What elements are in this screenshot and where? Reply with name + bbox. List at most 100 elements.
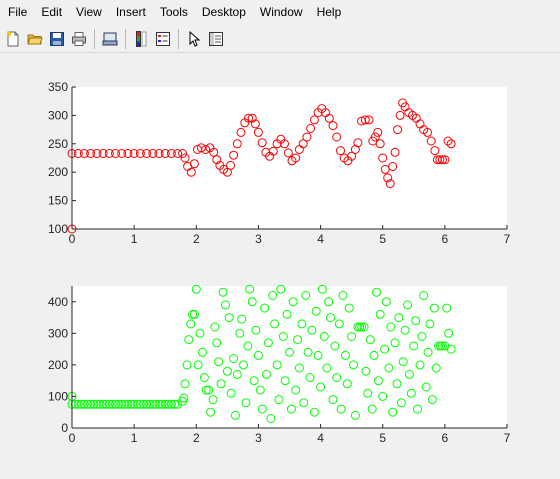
bottom-data-point xyxy=(326,313,335,323)
menu-help[interactable]: Help xyxy=(316,5,342,19)
bottom-data-point xyxy=(299,398,309,408)
bottom-data-point xyxy=(381,297,391,307)
bottom-data-point xyxy=(186,319,196,329)
print-icon[interactable] xyxy=(68,28,90,50)
bottom-data-point xyxy=(423,347,433,357)
bottom-data-point xyxy=(257,404,267,414)
top-data-point xyxy=(154,149,164,158)
menu-desktop[interactable]: Desktop xyxy=(201,5,246,19)
bottom-data-point xyxy=(291,385,301,395)
top-data-point xyxy=(353,138,363,148)
bottom-data-point xyxy=(425,319,435,329)
pointer-icon[interactable] xyxy=(183,28,205,50)
bottom-data-point xyxy=(179,393,189,403)
property-inspector-icon[interactable] xyxy=(205,28,227,50)
bottom-data-point xyxy=(221,300,230,310)
bottom-data-point xyxy=(282,309,292,319)
bottom-data-point xyxy=(239,360,248,370)
top-data-point xyxy=(98,149,108,158)
menu-insert[interactable]: Insert xyxy=(115,5,146,19)
bottom-data-point xyxy=(189,309,199,319)
top-data-point xyxy=(446,139,456,149)
bottom-data-point xyxy=(132,399,142,409)
bottom-x-tick-label: 2 xyxy=(193,431,200,445)
bottom-data-point xyxy=(384,363,394,373)
bottom-data-point xyxy=(123,399,133,409)
bottom-data-point xyxy=(111,399,120,409)
bottom-data-point xyxy=(272,360,282,370)
print-preview-icon[interactable] xyxy=(99,28,121,50)
top-data-point xyxy=(229,150,239,160)
bottom-data-point xyxy=(86,399,96,409)
bottom-data-point xyxy=(305,373,315,382)
bottom-data-point xyxy=(166,399,176,409)
top-data-point xyxy=(435,155,445,165)
bottom-data-point xyxy=(396,398,406,408)
bottom-data-point xyxy=(237,314,247,324)
bottom-data-point xyxy=(280,376,290,386)
open-file-icon[interactable] xyxy=(24,28,46,50)
bottom-x-tick-label: 6 xyxy=(442,431,449,445)
top-data-point xyxy=(212,155,222,165)
bottom-data-point xyxy=(311,306,321,316)
bottom-data-point xyxy=(251,325,261,335)
top-data-point xyxy=(332,132,342,142)
bottom-data-point xyxy=(344,303,354,313)
top-data-point xyxy=(232,139,242,149)
bottom-data-point xyxy=(431,363,441,373)
bottom-data-point xyxy=(253,350,263,360)
top-data-point xyxy=(135,149,145,158)
top-data-point xyxy=(443,136,453,146)
bottom-data-point xyxy=(241,398,251,408)
bottom-data-point xyxy=(328,395,338,405)
top-data-point xyxy=(160,149,170,158)
bottom-data-point xyxy=(324,297,334,307)
bottom-x-tick-label: 3 xyxy=(255,431,262,445)
top-data-point xyxy=(373,127,383,137)
bottom-data-point xyxy=(338,291,348,300)
bottom-data-point xyxy=(126,399,136,409)
top-data-point xyxy=(426,136,436,146)
bottom-data-point xyxy=(142,399,152,409)
top-data-point xyxy=(280,139,289,149)
bottom-data-point xyxy=(120,399,130,409)
bottom-data-point xyxy=(199,373,209,382)
top-data-point xyxy=(328,121,338,131)
bottom-data-point xyxy=(201,385,211,395)
menu-edit[interactable]: Edit xyxy=(41,5,63,19)
bottom-y-tick-label: 300 xyxy=(48,326,68,340)
top-data-point xyxy=(186,167,196,177)
save-icon[interactable] xyxy=(46,28,68,50)
menu-file[interactable]: File xyxy=(8,5,28,19)
bottom-data-point xyxy=(263,338,273,348)
top-data-point xyxy=(173,149,183,158)
bottom-data-point xyxy=(406,388,416,398)
top-data-point xyxy=(111,149,120,158)
bottom-data-point xyxy=(148,399,158,409)
top-data-point xyxy=(226,160,235,170)
new-figure-icon[interactable] xyxy=(2,28,24,50)
top-data-point xyxy=(236,127,246,137)
bottom-data-point xyxy=(369,350,379,360)
bottom-data-point xyxy=(301,291,311,300)
top-data-point xyxy=(117,149,127,158)
menu-window[interactable]: Window xyxy=(259,5,303,19)
bottom-data-point xyxy=(73,399,83,409)
top-data-point xyxy=(347,151,357,161)
menu-tools[interactable]: Tools xyxy=(159,5,188,19)
bottom-data-point xyxy=(107,399,117,409)
colorbar-icon[interactable] xyxy=(130,28,152,50)
bottom-data-point xyxy=(350,410,360,420)
top-y-tick-label: 100 xyxy=(48,222,68,236)
bottom-x-tick-label: 5 xyxy=(379,431,386,445)
bottom-data-point xyxy=(229,354,239,364)
menu-bar: File Edit View Insert Tools Desktop Wind… xyxy=(0,0,560,25)
bottom-data-point xyxy=(394,313,404,323)
bottom-data-point xyxy=(372,287,381,297)
bottom-data-point xyxy=(214,357,224,367)
legend-icon[interactable] xyxy=(152,28,174,50)
bottom-data-point xyxy=(151,399,161,409)
top-data-point xyxy=(370,132,380,142)
top-x-tick-label: 0 xyxy=(69,232,76,246)
menu-view[interactable]: View xyxy=(76,5,102,19)
